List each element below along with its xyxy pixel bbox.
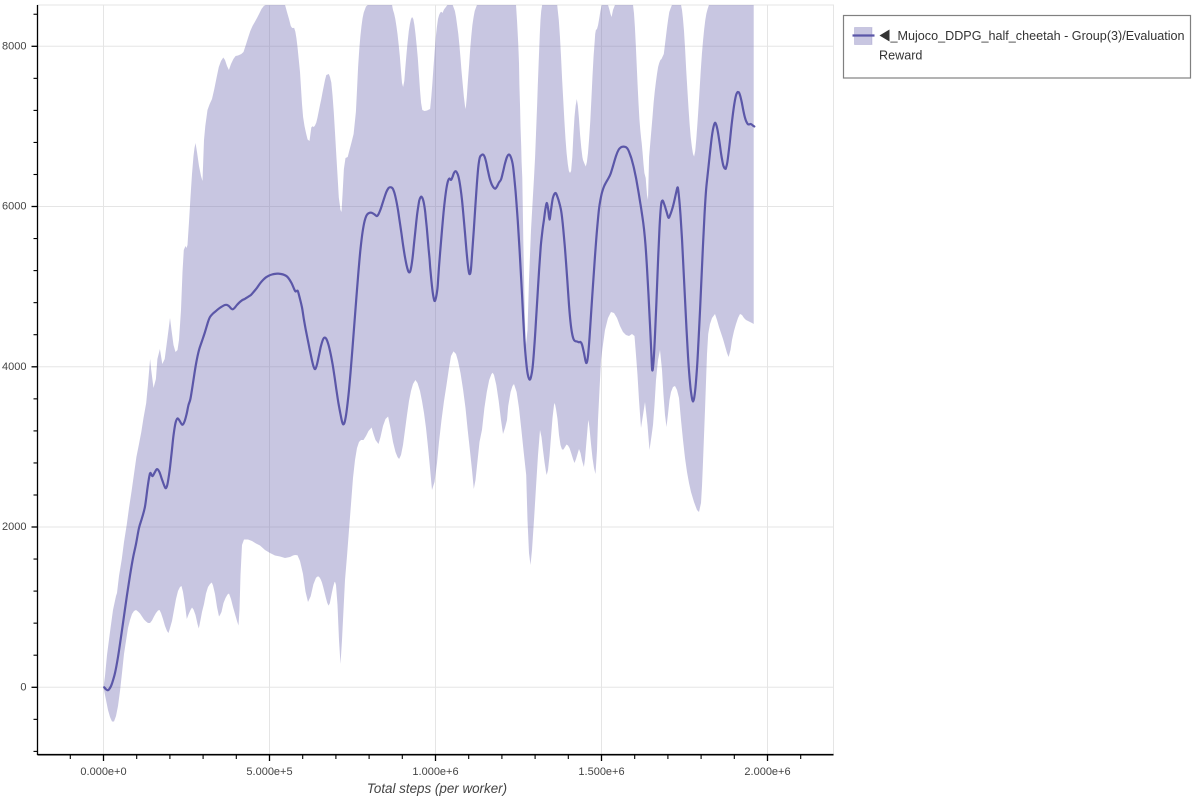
- svg-text:2.000e+6: 2.000e+6: [744, 766, 790, 778]
- svg-text:1.500e+6: 1.500e+6: [578, 766, 624, 778]
- svg-text:1.000e+6: 1.000e+6: [412, 766, 458, 778]
- svg-text:Reward: Reward: [879, 49, 922, 63]
- svg-text:5.000e+5: 5.000e+5: [246, 766, 292, 778]
- svg-text:Total steps (per worker): Total steps (per worker): [367, 781, 507, 796]
- svg-text:6000: 6000: [2, 201, 26, 213]
- svg-text:0.000e+0: 0.000e+0: [80, 766, 126, 778]
- svg-text:_Mujoco_DDPG_half_cheetah - Gr: _Mujoco_DDPG_half_cheetah - Group(3)/Eva…: [890, 29, 1185, 43]
- svg-text:4000: 4000: [2, 361, 26, 373]
- svg-text:2000: 2000: [2, 521, 26, 533]
- svg-text:8000: 8000: [2, 40, 26, 52]
- svg-text:0: 0: [20, 681, 26, 693]
